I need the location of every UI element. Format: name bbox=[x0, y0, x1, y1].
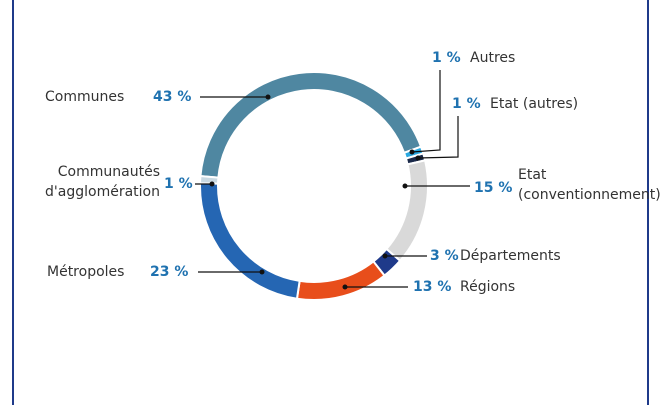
category-label: Régions bbox=[460, 279, 516, 295]
category-label: Communes bbox=[45, 89, 125, 105]
donut-segment bbox=[199, 182, 301, 300]
category-label: Etat (conventionnement) bbox=[518, 167, 661, 203]
leader-dot bbox=[265, 94, 271, 100]
leader-dot bbox=[259, 269, 265, 275]
value-label: 43 % bbox=[153, 89, 192, 105]
value-label: 1 % bbox=[432, 50, 461, 66]
value-label: 3 % bbox=[430, 248, 459, 264]
value-label: 1 % bbox=[164, 176, 193, 192]
value-label: 1 % bbox=[452, 96, 481, 112]
value-label: 13 % bbox=[413, 279, 452, 295]
category-label: Etat (autres) bbox=[490, 96, 579, 112]
leader-dot bbox=[342, 284, 348, 290]
category-label: Départements bbox=[460, 248, 561, 264]
donut-segment bbox=[295, 260, 386, 301]
category-label: Autres bbox=[470, 50, 516, 66]
leader-dot bbox=[415, 155, 421, 161]
value-label: 15 % bbox=[474, 180, 513, 196]
donut-segment bbox=[199, 174, 220, 185]
leader-line bbox=[411, 70, 441, 153]
category-label: Métropoles bbox=[47, 264, 125, 280]
leader-dot bbox=[402, 183, 408, 189]
leader-line bbox=[417, 116, 459, 159]
leader-dot bbox=[209, 181, 215, 187]
donut-segment bbox=[199, 71, 423, 179]
category-label: Communautés d'agglomération bbox=[45, 164, 160, 200]
value-label: 23 % bbox=[150, 264, 189, 280]
leader-dot bbox=[382, 253, 388, 259]
donut-segment bbox=[385, 159, 429, 263]
leader-dot bbox=[409, 149, 415, 155]
